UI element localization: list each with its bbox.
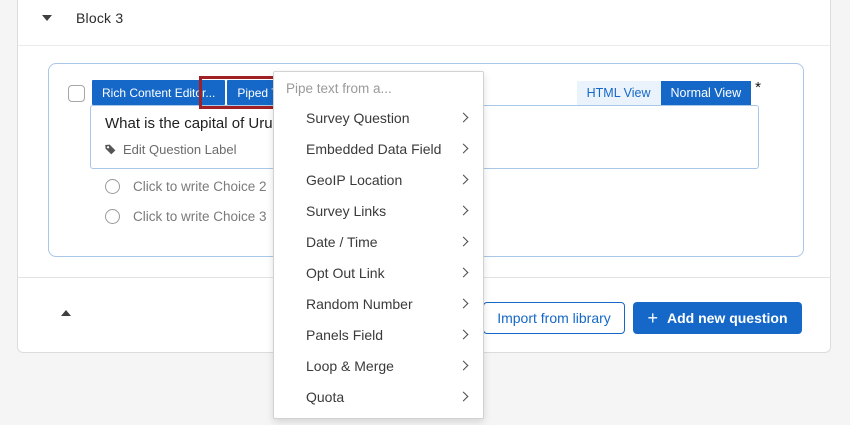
chevron-right-icon bbox=[458, 360, 469, 371]
add-new-question-button[interactable]: + Add new question bbox=[633, 302, 802, 334]
edit-question-label[interactable]: Edit Question Label bbox=[104, 142, 236, 157]
collapse-block-icon[interactable] bbox=[42, 15, 52, 21]
menu-item-random-number[interactable]: Random Number bbox=[274, 288, 483, 319]
chevron-right-icon bbox=[458, 391, 469, 402]
rich-content-editor-button[interactable]: Rich Content Editor... bbox=[92, 80, 226, 105]
menu-item-survey-links[interactable]: Survey Links bbox=[274, 195, 483, 226]
question-select-checkbox[interactable] bbox=[68, 85, 85, 102]
menu-item-geoip-location[interactable]: GeoIP Location bbox=[274, 164, 483, 195]
edited-marker: * bbox=[755, 79, 761, 96]
add-new-question-label: Add new question bbox=[666, 310, 788, 326]
choice-row[interactable]: Click to write Choice 2 bbox=[105, 179, 267, 194]
radio-icon bbox=[105, 209, 120, 224]
edit-question-label-text: Edit Question Label bbox=[123, 142, 237, 157]
chevron-right-icon bbox=[458, 267, 469, 278]
import-from-library-button[interactable]: Import from library bbox=[483, 302, 625, 334]
menu-item-date-time[interactable]: Date / Time bbox=[274, 226, 483, 257]
plus-icon: + bbox=[647, 308, 658, 328]
collapse-footer-icon[interactable] bbox=[61, 310, 71, 316]
menu-item-loop-merge[interactable]: Loop & Merge bbox=[274, 350, 483, 381]
choice-label: Click to write Choice 2 bbox=[133, 179, 267, 194]
view-toggle: HTML View Normal View * bbox=[576, 79, 761, 105]
chevron-right-icon bbox=[458, 205, 469, 216]
chevron-right-icon bbox=[458, 236, 469, 247]
chevron-right-icon bbox=[458, 174, 469, 185]
chevron-right-icon bbox=[458, 112, 469, 123]
radio-icon bbox=[105, 179, 120, 194]
menu-item-panels-field[interactable]: Panels Field bbox=[274, 319, 483, 350]
tag-icon bbox=[104, 143, 117, 156]
chevron-right-icon bbox=[458, 329, 469, 340]
chevron-right-icon bbox=[458, 298, 469, 309]
menu-item-embedded-data-field[interactable]: Embedded Data Field bbox=[274, 133, 483, 164]
piped-text-menu-header: Pipe text from a... bbox=[286, 81, 392, 96]
block-header: Block 3 bbox=[18, 0, 830, 46]
menu-item-opt-out-link[interactable]: Opt Out Link bbox=[274, 257, 483, 288]
piped-text-menu: Pipe text from a... Survey Question Embe… bbox=[273, 71, 484, 419]
html-view-button[interactable]: HTML View bbox=[576, 81, 661, 105]
choice-label: Click to write Choice 3 bbox=[133, 209, 267, 224]
block-title: Block 3 bbox=[76, 10, 124, 26]
choice-row[interactable]: Click to write Choice 3 bbox=[105, 209, 267, 224]
chevron-right-icon bbox=[458, 143, 469, 154]
menu-item-quota[interactable]: Quota bbox=[274, 381, 483, 412]
menu-item-survey-question[interactable]: Survey Question bbox=[274, 102, 483, 133]
question-text[interactable]: What is the capital of Urug bbox=[105, 115, 281, 132]
normal-view-button[interactable]: Normal View bbox=[660, 81, 752, 105]
